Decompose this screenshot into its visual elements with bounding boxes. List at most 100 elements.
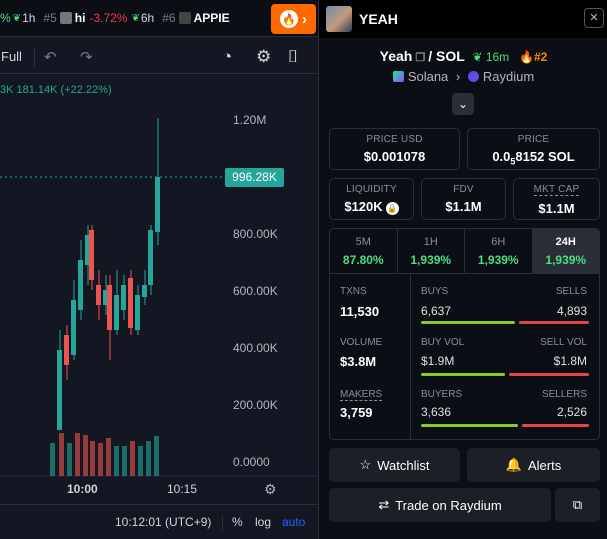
ticker-item[interactable]: #6 APPIE: [162, 11, 233, 25]
makers-label[interactable]: MAKERS: [340, 389, 383, 401]
ticker-item[interactable]: % ❦ 1h: [0, 11, 35, 25]
sells-value: 4,893: [556, 304, 587, 318]
camera-icon[interactable]: ⌷: [288, 46, 299, 66]
gear-icon[interactable]: ⚙: [256, 46, 272, 66]
period-label: 5M: [355, 236, 371, 248]
token-thumbnail: [178, 12, 191, 24]
x-tick: 10:00: [67, 482, 98, 496]
period-change: 1,939%: [410, 253, 452, 267]
trending-rank-value: #2: [534, 50, 548, 64]
volume-value: $3.8M: [340, 354, 377, 369]
sprout-icon: ❦: [12, 12, 22, 24]
chevron-down-icon: ⌄: [457, 97, 469, 111]
expand-button[interactable]: ⌄: [452, 93, 474, 115]
sells-label: SELLS: [555, 286, 587, 297]
price-usd-box: PRICE USD $0.001078: [329, 128, 460, 170]
chain-name[interactable]: Solana: [407, 69, 449, 84]
tab-6h[interactable]: 6H 1,939%: [465, 229, 533, 273]
period-change: 87.80%: [342, 253, 384, 267]
trending-button[interactable]: 🔥 ›: [271, 4, 316, 34]
ticker-symbol: APPIE: [193, 11, 230, 25]
fire-icon: 🔥: [519, 50, 534, 64]
fire-icon: 🔥: [280, 10, 298, 28]
watchlist-label: Watchlist: [377, 457, 430, 473]
current-price-tag: 996.28K: [225, 168, 284, 187]
pair-quote: / SOL: [428, 48, 465, 64]
sprout-icon: ❦: [472, 50, 483, 64]
tab-5m[interactable]: 5M 87.80%: [330, 229, 398, 273]
period-label: 1H: [423, 236, 438, 248]
chevron-right-icon: ›: [455, 69, 461, 84]
fullscreen-button[interactable]: Full: [1, 46, 35, 67]
lock-icon[interactable]: 🔒: [385, 202, 399, 215]
buys-label: BUYS: [421, 286, 449, 297]
ticker-age: 6h: [140, 11, 155, 25]
trending-rank[interactable]: 🔥#2: [519, 50, 547, 64]
period-tabs: 5M 87.80% 1H 1,939% 6H 1,939% 24H 1,939%: [329, 228, 600, 274]
redo-icon[interactable]: ↷: [80, 48, 93, 66]
pair-age-value: 16m: [485, 50, 510, 64]
watchlist-button[interactable]: ☆ Watchlist: [329, 448, 460, 482]
ticker-change: %: [0, 11, 11, 25]
copy-icon[interactable]: ❐: [415, 52, 426, 64]
trade-button[interactable]: ⇄ Trade on Raydium: [329, 488, 551, 522]
mcap-label[interactable]: MKT CAP: [533, 184, 580, 196]
percent-toggle[interactable]: %: [232, 515, 243, 529]
pair-age: ❦ 16m: [472, 50, 509, 64]
volume-bars: [50, 433, 159, 476]
token-thumbnail: [59, 12, 72, 24]
buy-vol-value: $1.9M: [421, 354, 455, 368]
auto-toggle[interactable]: auto: [282, 515, 306, 529]
undo-icon[interactable]: ↶: [44, 48, 57, 66]
raydium-icon: [467, 71, 479, 82]
sells-bar: [519, 321, 589, 324]
buyers-bar: [421, 424, 518, 427]
y-tick: 0.0000: [233, 455, 270, 469]
price-usd-value: $0.001078: [363, 149, 426, 164]
ticker-item[interactable]: #5 hi -3.72% ❦ 6h: [43, 11, 154, 25]
chart-panel: % ❦ 1h #5 hi -3.72% ❦ 6h #6 APPIE 🔥 ›: [0, 0, 318, 539]
chain-breadcrumb: Solana › Raydium: [319, 69, 607, 84]
price-sol-int: 0.0: [492, 149, 511, 164]
close-icon[interactable]: ✕: [584, 8, 604, 28]
candlestick-chart[interactable]: [0, 100, 318, 480]
ticker-change: -3.72%: [89, 11, 128, 25]
makers-value: 3,759: [340, 405, 373, 420]
price-sol-box: PRICE 0.058152 SOL: [467, 128, 600, 170]
liquidity-box: LIQUIDITY $120K 🔒: [329, 178, 414, 220]
dex-name[interactable]: Raydium: [482, 69, 535, 84]
screener-icon[interactable]: ◔: [222, 46, 233, 66]
log-toggle[interactable]: log: [255, 515, 272, 529]
y-tick: 800.00K: [233, 227, 278, 241]
ticker-age: 1h: [22, 11, 36, 25]
liquidity-value: $120K 🔒: [330, 199, 413, 215]
ticker-rank: #6: [162, 11, 176, 25]
buys-value: 6,637: [421, 304, 452, 318]
buy-vol-bar: [421, 373, 505, 376]
tab-24h[interactable]: 24H 1,939%: [532, 229, 599, 273]
alerts-button[interactable]: 🔔 Alerts: [467, 448, 600, 482]
volume-label: VOLUME: [340, 337, 383, 348]
mcap-box: MKT CAP $1.1M: [513, 178, 600, 220]
clock: 10:12:01 (UTC+9): [115, 515, 212, 529]
sellers-value: 2,526: [556, 405, 587, 419]
axis-settings-icon[interactable]: ⚙: [264, 481, 277, 497]
tab-1h[interactable]: 1H 1,939%: [398, 229, 465, 273]
fdv-value: $1.1M: [445, 199, 482, 214]
pair-base: Yeah: [379, 48, 413, 64]
price-sol-digits: 8152 SOL: [515, 149, 575, 164]
trending-ticker-bar: % ❦ 1h #5 hi -3.72% ❦ 6h #6 APPIE: [0, 0, 318, 37]
buys-bar: [421, 321, 515, 324]
y-tick: 200.00K: [233, 398, 278, 412]
price-sol-zeros: 5: [510, 156, 516, 167]
price-sol-label: PRICE: [517, 134, 550, 145]
external-link-button[interactable]: ⧉: [555, 488, 600, 522]
solana-icon: [392, 71, 404, 82]
sell-vol-label: SELL VOL: [540, 337, 587, 348]
alerts-label: Alerts: [527, 457, 562, 473]
divider: [410, 274, 411, 440]
fdv-label: FDV: [453, 184, 474, 195]
buy-vol-label: BUY VOL: [421, 337, 465, 348]
ticker-symbol: hi: [74, 11, 86, 25]
chart-footer: 10:12:01 (UTC+9) % log auto: [0, 504, 318, 539]
